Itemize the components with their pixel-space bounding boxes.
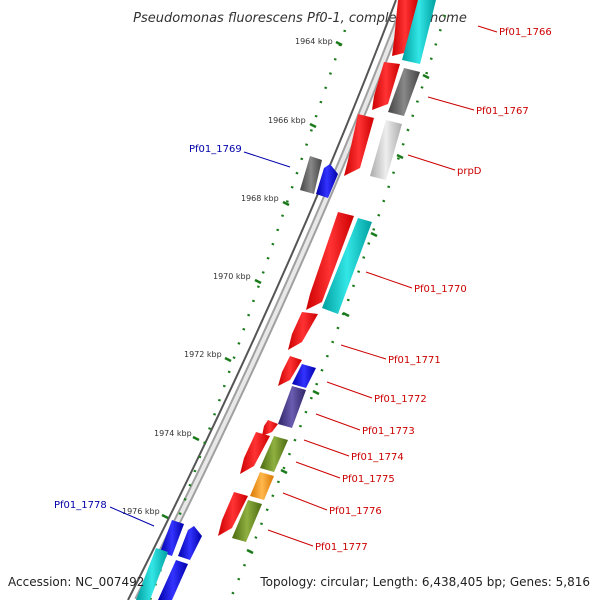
gene-label[interactable]: Pf01_1776	[329, 506, 382, 517]
gene-feature[interactable]	[322, 218, 372, 314]
gene-feature[interactable]	[260, 436, 288, 472]
gene-label[interactable]: Pf01_1770	[414, 284, 467, 295]
gene-label[interactable]: Pf01_1767	[476, 106, 529, 117]
gene-feature[interactable]	[136, 548, 168, 600]
gene-label[interactable]: prpD	[457, 166, 482, 177]
gene-label[interactable]: Pf01_1766	[499, 27, 552, 38]
scale-label: 1976 kbp	[122, 507, 160, 516]
gene-label[interactable]: Pf01_1774	[351, 452, 404, 463]
gene-feature[interactable]	[306, 212, 354, 310]
gene-feature[interactable]	[300, 156, 322, 194]
label-leaders	[109, 25, 498, 547]
gene-label[interactable]: Pf01_1778	[54, 500, 107, 511]
gene-feature[interactable]	[262, 420, 278, 436]
map-title: Pseudomonas fluorescens Pf0-1, complete …	[133, 11, 467, 26]
gene-feature[interactable]	[158, 560, 188, 600]
gene-feature[interactable]	[240, 432, 270, 474]
gene-label[interactable]: Pf01_1773	[362, 426, 415, 437]
gene-feature[interactable]	[402, 0, 436, 64]
gene-feature[interactable]	[178, 526, 202, 560]
gene-feature[interactable]	[160, 520, 184, 556]
gene-label[interactable]: Pf01_1777	[315, 542, 368, 553]
scale-label: 1970 kbp	[213, 272, 251, 281]
gene-feature[interactable]	[232, 500, 262, 542]
gene-label[interactable]: Pf01_1769	[189, 144, 242, 155]
gene-label[interactable]: Pf01_1775	[342, 474, 395, 485]
gene-feature[interactable]	[288, 312, 318, 350]
scale-label: 1974 kbp	[154, 429, 192, 438]
scale-ticks	[161, 40, 430, 555]
scale-label: 1968 kbp	[241, 194, 279, 203]
reverse-cog-track	[136, 156, 338, 600]
gene-feature[interactable]	[372, 62, 400, 110]
scale-label: 1966 kbp	[268, 116, 306, 125]
gene-feature[interactable]	[218, 492, 248, 536]
gene-feature[interactable]	[344, 114, 374, 176]
scale-label: 1972 kbp	[184, 350, 222, 359]
accession-text: Accession: NC_007492	[8, 575, 144, 589]
forward-cog-track	[232, 0, 436, 542]
gene-feature[interactable]	[278, 356, 302, 386]
gene-feature[interactable]	[388, 68, 420, 116]
scale-label: 1964 kbp	[295, 37, 333, 46]
gene-feature[interactable]	[370, 120, 402, 180]
gene-feature[interactable]	[250, 472, 274, 500]
gene-feature[interactable]	[392, 0, 418, 56]
gene-label[interactable]: Pf01_1772	[374, 394, 427, 405]
gene-label[interactable]: Pf01_1771	[388, 355, 441, 366]
gene-feature[interactable]	[292, 364, 316, 388]
backbone-highlight	[136, 0, 409, 600]
backbone-inner	[127, 0, 397, 600]
forward-cds-track	[218, 0, 418, 536]
genome-summary-text: Topology: circular; Length: 6,438,405 bp…	[259, 575, 590, 589]
gene-feature[interactable]	[316, 164, 338, 198]
gene-feature[interactable]	[278, 386, 306, 428]
